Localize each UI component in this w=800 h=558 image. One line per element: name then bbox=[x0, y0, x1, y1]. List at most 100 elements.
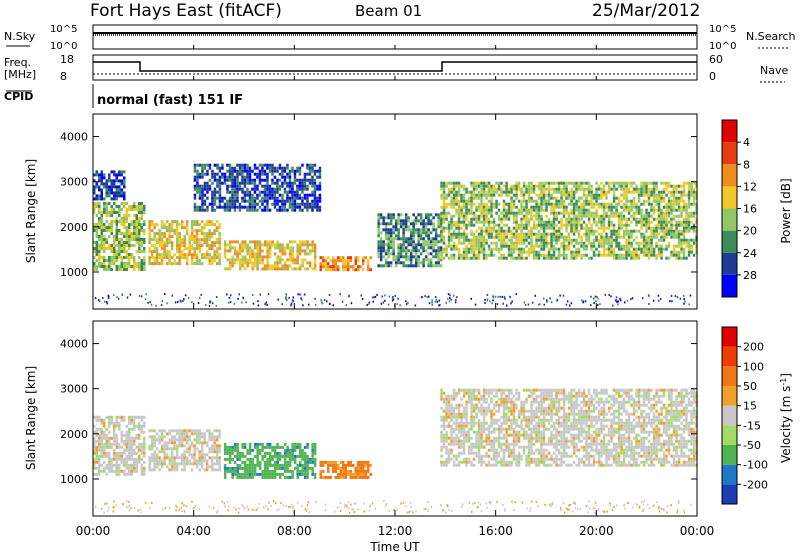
power-cell bbox=[206, 188, 209, 191]
power-cell bbox=[421, 296, 423, 298]
power-cell bbox=[304, 197, 307, 200]
power-cell bbox=[126, 250, 129, 253]
power-cell bbox=[211, 191, 214, 194]
power-cell bbox=[500, 227, 503, 230]
velocity-cell bbox=[191, 444, 194, 447]
power-cell bbox=[422, 249, 425, 252]
power-cell bbox=[503, 206, 506, 209]
power-cell bbox=[103, 241, 106, 244]
power-cell bbox=[121, 179, 124, 182]
power-cell bbox=[319, 167, 322, 170]
power-cell bbox=[528, 182, 531, 185]
power-cell bbox=[480, 248, 483, 251]
power-cell bbox=[113, 238, 116, 241]
power-cell bbox=[443, 200, 446, 203]
power-cell bbox=[427, 258, 430, 261]
power-cell bbox=[380, 258, 383, 261]
power-cell bbox=[321, 299, 323, 301]
velocity-cell bbox=[286, 464, 289, 467]
power-cell bbox=[435, 296, 437, 298]
velocity-cell bbox=[241, 452, 244, 455]
power-cell bbox=[655, 194, 658, 197]
power-cell bbox=[530, 206, 533, 209]
power-cell bbox=[128, 235, 131, 238]
velocity-cell bbox=[279, 473, 282, 476]
power-cell bbox=[294, 197, 297, 200]
power-cell bbox=[261, 209, 264, 212]
power-cell bbox=[128, 241, 131, 244]
power-cell bbox=[675, 188, 678, 191]
power-cell bbox=[347, 259, 350, 262]
power-cell bbox=[680, 245, 683, 248]
power-cell bbox=[693, 200, 696, 203]
power-cell bbox=[417, 231, 420, 234]
power-cell bbox=[593, 212, 596, 215]
power-cell bbox=[397, 246, 400, 249]
velocity-cell bbox=[183, 435, 186, 438]
power-cell bbox=[108, 185, 111, 188]
velocity-cell bbox=[198, 432, 201, 435]
power-cell bbox=[478, 257, 481, 260]
power-cell bbox=[680, 197, 683, 200]
power-cell bbox=[355, 259, 358, 262]
power-cell bbox=[320, 265, 323, 268]
power-cell bbox=[357, 256, 360, 259]
velocity-cell bbox=[254, 446, 257, 449]
power-cell bbox=[580, 209, 583, 212]
power-cell bbox=[500, 233, 503, 236]
power-cell bbox=[128, 244, 131, 247]
velocity-cell bbox=[218, 468, 221, 471]
power-cell bbox=[126, 211, 129, 214]
power-cell bbox=[640, 224, 643, 227]
power-cell bbox=[678, 254, 681, 257]
power-cell bbox=[326, 300, 328, 302]
power-cell bbox=[286, 167, 289, 170]
power-cell bbox=[558, 248, 561, 251]
power-cell bbox=[612, 305, 614, 307]
power-cell bbox=[188, 297, 190, 299]
power-cell bbox=[410, 222, 413, 225]
power-cell bbox=[670, 224, 673, 227]
power-cell bbox=[440, 221, 443, 224]
power-cell bbox=[211, 241, 214, 244]
power-cell bbox=[463, 218, 466, 221]
velocity-heatmap bbox=[93, 389, 698, 514]
power-cell bbox=[432, 249, 435, 252]
velocity-cell bbox=[291, 455, 294, 458]
power-cell bbox=[655, 209, 658, 212]
power-cell bbox=[281, 182, 284, 185]
velocity-cell bbox=[128, 416, 131, 419]
power-cell bbox=[463, 203, 466, 206]
power-cell bbox=[570, 191, 573, 194]
power-cell bbox=[468, 224, 471, 227]
power-cell bbox=[583, 301, 585, 303]
power-cell bbox=[620, 257, 623, 260]
power-cell bbox=[405, 264, 408, 267]
velocity-cell bbox=[178, 462, 181, 465]
power-cell bbox=[400, 225, 403, 228]
power-cell bbox=[389, 296, 391, 298]
velocity-cell bbox=[224, 470, 227, 473]
power-cell bbox=[450, 221, 453, 224]
power-cell bbox=[540, 242, 543, 245]
power-cell bbox=[643, 254, 646, 257]
power-cell bbox=[575, 257, 578, 260]
power-cell bbox=[148, 259, 151, 262]
power-cell bbox=[610, 248, 613, 251]
power-cell bbox=[600, 242, 603, 245]
power-cell bbox=[136, 220, 139, 223]
power-cell bbox=[299, 167, 302, 170]
power-cell bbox=[118, 208, 121, 211]
power-cell bbox=[470, 200, 473, 203]
power-cell bbox=[128, 247, 131, 250]
power-cell bbox=[544, 304, 546, 306]
power-cell bbox=[625, 203, 628, 206]
velocity-cell bbox=[121, 434, 124, 437]
power-cell bbox=[583, 245, 586, 248]
power-cell bbox=[266, 261, 269, 264]
power-cell bbox=[296, 258, 299, 261]
power-cell bbox=[545, 188, 548, 191]
velocity-cell bbox=[254, 467, 257, 470]
power-cell bbox=[613, 251, 616, 254]
power-cell bbox=[665, 185, 668, 188]
